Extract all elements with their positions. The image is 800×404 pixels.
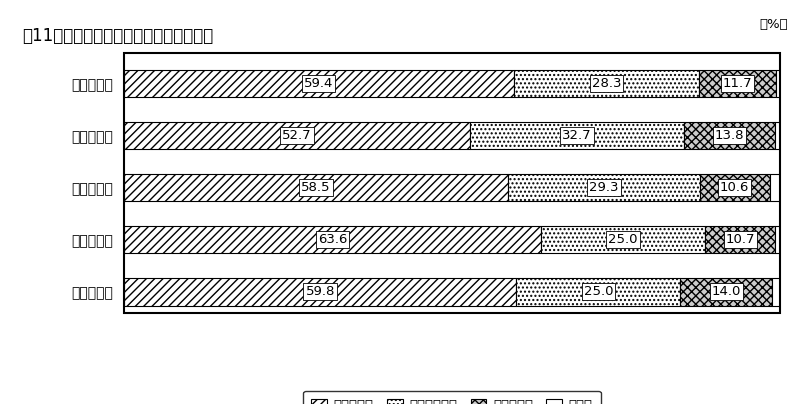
- Text: 63.6: 63.6: [318, 234, 347, 246]
- Text: 14.0: 14.0: [711, 286, 741, 299]
- Text: 25.0: 25.0: [609, 234, 638, 246]
- Text: 25.0: 25.0: [583, 286, 613, 299]
- Text: 13.8: 13.8: [714, 129, 744, 142]
- Bar: [774, 122, 780, 149]
- Bar: [470, 122, 684, 149]
- Bar: [776, 70, 780, 97]
- Bar: [706, 226, 775, 253]
- Text: 58.5: 58.5: [301, 181, 330, 194]
- Bar: [680, 278, 772, 305]
- Bar: [684, 122, 774, 149]
- Text: （%）: （%）: [759, 18, 788, 31]
- Text: 28.3: 28.3: [592, 77, 622, 90]
- Text: 32.7: 32.7: [562, 129, 592, 142]
- Bar: [700, 174, 770, 201]
- Bar: [542, 226, 706, 253]
- Text: 29.3: 29.3: [589, 181, 618, 194]
- Bar: [516, 278, 680, 305]
- Bar: [775, 226, 780, 253]
- Bar: [770, 174, 780, 201]
- Bar: [124, 70, 514, 97]
- Legend: 受けている, 受けていない, 分からない, 無回答: 受けている, 受けていない, 分からない, 無回答: [303, 391, 601, 404]
- Bar: [124, 122, 470, 149]
- Bar: [508, 174, 700, 201]
- Text: 11.7: 11.7: [723, 77, 753, 90]
- Bar: [124, 278, 516, 305]
- Bar: [124, 226, 542, 253]
- Text: 59.8: 59.8: [306, 286, 335, 299]
- Bar: [772, 278, 780, 305]
- Bar: [514, 70, 699, 97]
- Text: 59.4: 59.4: [304, 77, 334, 90]
- Text: 10.6: 10.6: [720, 181, 750, 194]
- Bar: [124, 174, 508, 201]
- Text: 問11　長期優良住宅の認定　三大都市圏: 問11 長期優良住宅の認定 三大都市圏: [22, 27, 214, 45]
- Text: 10.7: 10.7: [726, 234, 755, 246]
- Text: 52.7: 52.7: [282, 129, 312, 142]
- Bar: [699, 70, 776, 97]
